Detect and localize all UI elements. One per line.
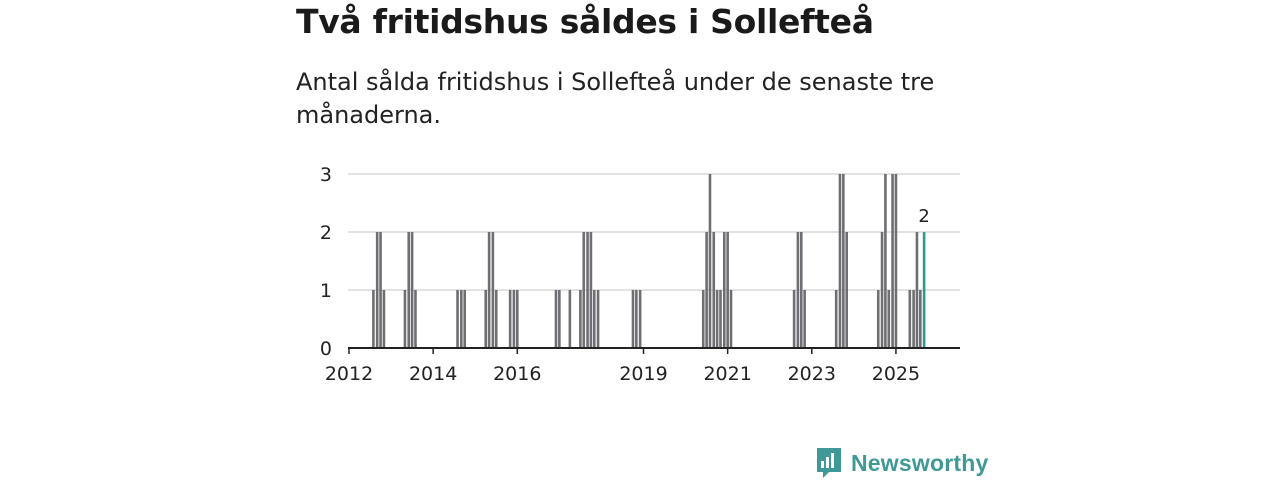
bar: [708, 174, 712, 348]
bar: [515, 290, 519, 348]
bar: [912, 290, 915, 348]
bar: [891, 174, 894, 348]
chart-subtitle: Antal sålda fritidshus i Sollefteå under…: [296, 68, 935, 129]
bar: [884, 174, 887, 348]
newsworthy-logo-icon: [817, 448, 841, 478]
bar: [379, 232, 382, 348]
bar: [834, 290, 838, 348]
bar: [880, 232, 884, 348]
x-tick-label: 2025: [872, 363, 920, 385]
bar: [722, 232, 726, 348]
bar: [915, 232, 919, 348]
bar: [512, 290, 516, 348]
bar: [491, 232, 495, 348]
bar: [726, 232, 729, 348]
bar: [715, 290, 719, 348]
bar: [701, 290, 705, 348]
bar: [799, 232, 803, 348]
bar: [586, 232, 589, 348]
bar: [382, 290, 386, 348]
bar: [484, 290, 488, 348]
bar: [456, 290, 459, 348]
bar-chart: 0 1 2 3 2012 2014 2016 2019 2021 2023 2025 2: [320, 164, 960, 385]
y-tick-label: 2: [320, 222, 332, 244]
bar: [908, 290, 912, 348]
x-tick-label: 2014: [409, 363, 457, 385]
bar: [719, 290, 722, 348]
bar: [792, 290, 796, 348]
bar: [372, 290, 375, 348]
bar: [796, 232, 800, 348]
brand-name: Newsworthy: [851, 449, 989, 476]
bar: [838, 174, 842, 348]
x-tick-label: 2012: [325, 363, 373, 385]
bar: [712, 232, 716, 348]
bar: [631, 290, 635, 348]
bar: [579, 290, 582, 348]
bar-highlight: [922, 232, 926, 348]
bar: [460, 290, 463, 348]
bar: [410, 232, 414, 348]
bar: [568, 290, 572, 348]
bar: [414, 290, 417, 348]
chart-title: Två fritidshus såldes i Sollefteå: [296, 2, 874, 41]
bar: [403, 290, 407, 348]
bar: [635, 290, 638, 348]
x-tick-label: 2021: [703, 363, 751, 385]
bar: [638, 290, 642, 348]
bar: [463, 290, 466, 348]
x-tick-label: 2023: [788, 363, 836, 385]
bar: [842, 174, 845, 348]
bar: [592, 290, 596, 348]
y-tick-label: 3: [320, 164, 332, 186]
bar: [919, 290, 922, 348]
bar: [407, 232, 411, 348]
x-tick-label: 2016: [493, 363, 541, 385]
bar: [894, 174, 898, 348]
data-label: 2: [918, 206, 929, 227]
bar: [582, 232, 586, 348]
bar: [487, 232, 491, 348]
bar: [494, 290, 498, 348]
bar: [876, 290, 880, 348]
bar: [558, 290, 561, 348]
bar: [887, 290, 891, 348]
x-tick-label: 2019: [619, 363, 667, 385]
y-tick-label: 0: [320, 338, 332, 360]
bar: [596, 290, 600, 348]
newsworthy-logo: Newsworthy: [815, 446, 988, 480]
bar: [508, 290, 512, 348]
bar: [729, 290, 733, 348]
bar: [554, 290, 558, 348]
bar: [589, 232, 593, 348]
bar: [705, 232, 708, 348]
bar: [845, 232, 849, 348]
bar: [375, 232, 379, 348]
y-tick-label: 1: [320, 280, 332, 302]
bar: [803, 290, 806, 348]
